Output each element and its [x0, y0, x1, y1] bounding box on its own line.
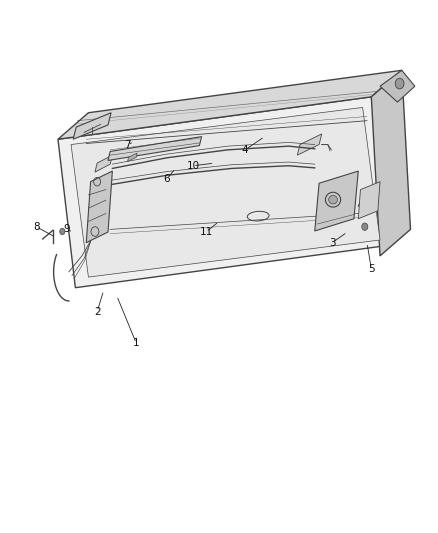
- Polygon shape: [73, 113, 111, 139]
- Text: 8: 8: [33, 222, 39, 232]
- Text: 4: 4: [242, 145, 248, 155]
- Text: 1: 1: [133, 338, 140, 349]
- Polygon shape: [358, 182, 380, 219]
- Polygon shape: [297, 134, 322, 155]
- Circle shape: [362, 223, 368, 230]
- Polygon shape: [71, 108, 380, 277]
- Polygon shape: [108, 136, 201, 160]
- Text: 11: 11: [199, 227, 212, 237]
- Circle shape: [60, 228, 65, 235]
- Text: 7: 7: [124, 140, 131, 150]
- Text: 10: 10: [186, 161, 199, 171]
- Polygon shape: [371, 70, 410, 256]
- Text: 6: 6: [163, 174, 170, 184]
- Polygon shape: [95, 155, 113, 172]
- Ellipse shape: [328, 196, 337, 204]
- Polygon shape: [127, 153, 137, 161]
- Circle shape: [395, 78, 404, 89]
- Polygon shape: [380, 70, 415, 102]
- Polygon shape: [58, 97, 389, 288]
- Polygon shape: [86, 171, 113, 243]
- Text: 5: 5: [368, 264, 374, 274]
- Polygon shape: [315, 171, 358, 231]
- Text: 3: 3: [329, 238, 336, 248]
- Text: 9: 9: [64, 224, 70, 235]
- Text: 2: 2: [94, 306, 100, 317]
- Polygon shape: [58, 70, 402, 139]
